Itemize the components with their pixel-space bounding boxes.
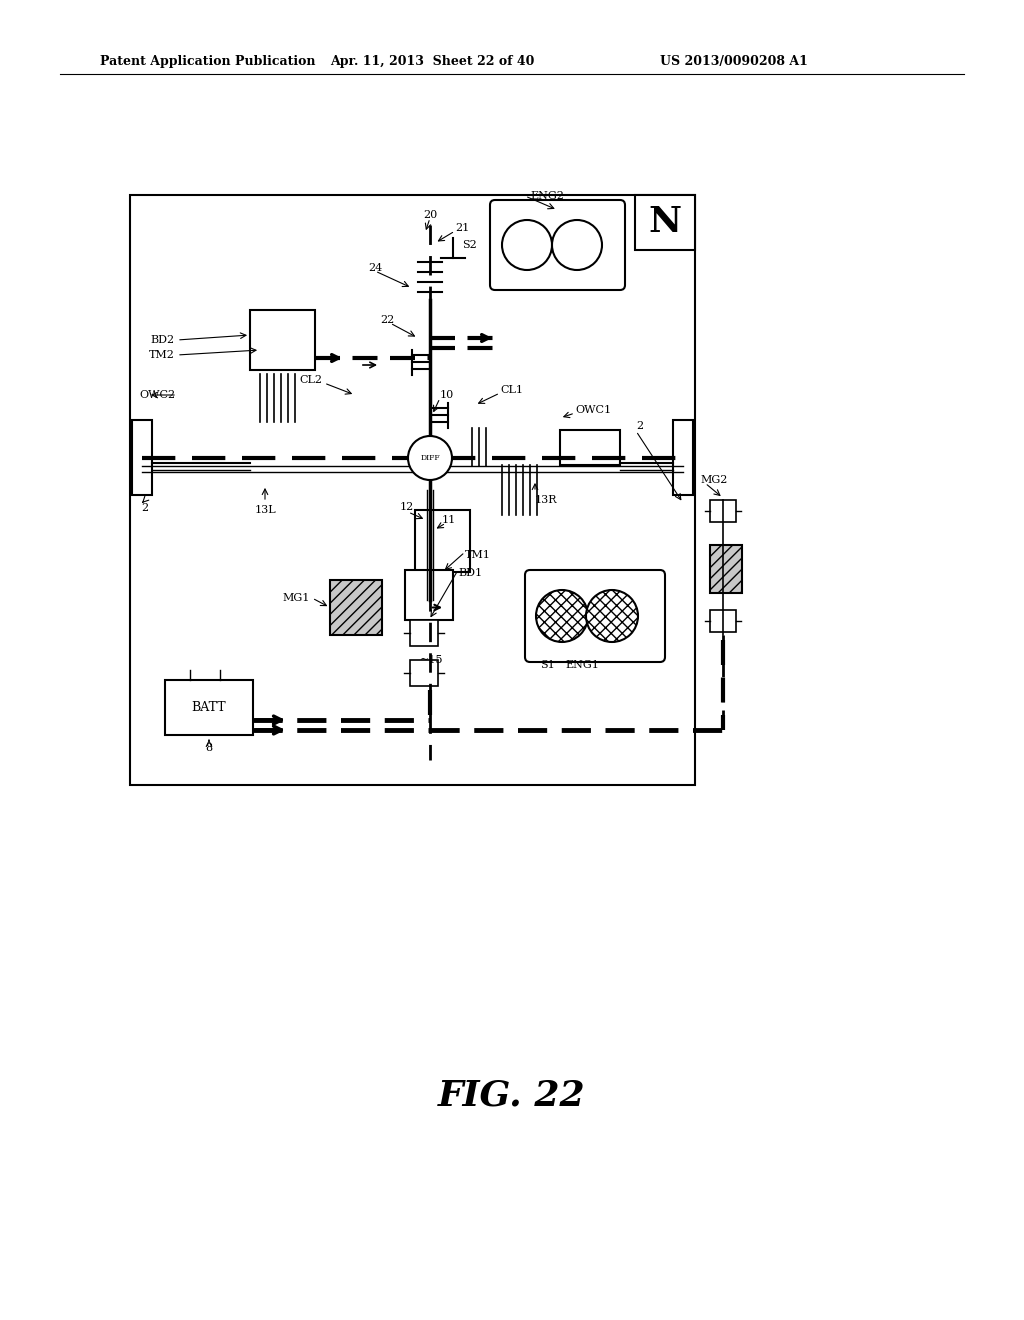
Text: MG2: MG2 [700,475,727,484]
Text: US 2013/0090208 A1: US 2013/0090208 A1 [660,55,808,69]
Text: Patent Application Publication: Patent Application Publication [100,55,315,69]
Bar [130,195,695,785]
Text: OWC1: OWC1 [575,405,611,414]
Bar [710,545,742,593]
Bar [250,310,315,370]
Bar [415,510,470,572]
FancyBboxPatch shape [525,570,665,663]
Text: N: N [648,206,682,239]
Text: BATT: BATT [191,701,226,714]
Text: 12: 12 [400,502,415,512]
Circle shape [552,220,602,271]
Text: Apr. 11, 2013  Sheet 22 of 40: Apr. 11, 2013 Sheet 22 of 40 [330,55,535,69]
Bar [330,579,382,635]
Bar [132,420,152,495]
Text: TM2: TM2 [150,350,175,360]
Text: OWC2: OWC2 [139,389,175,400]
Bar [165,680,253,735]
Text: ENG2: ENG2 [530,191,564,201]
Text: 21: 21 [455,223,469,234]
Text: S2: S2 [462,240,477,249]
Text: 13R: 13R [535,495,557,506]
Bar [410,620,438,645]
Text: ~15: ~15 [420,655,443,665]
Bar [406,570,453,620]
Text: ENG1: ENG1 [565,660,599,671]
Text: DIFF: DIFF [420,454,440,462]
Text: TM1: TM1 [465,550,490,560]
Bar [560,430,620,465]
Circle shape [502,220,552,271]
Circle shape [586,590,638,642]
Text: 13L: 13L [254,506,275,515]
Text: 11: 11 [442,515,457,525]
Circle shape [536,590,588,642]
Text: 10: 10 [440,389,455,400]
Circle shape [408,436,452,480]
Bar [635,195,695,249]
Text: FIG. 22: FIG. 22 [438,1078,586,1111]
Text: MG1: MG1 [283,593,310,603]
Bar [410,660,438,686]
Bar [673,420,693,495]
Bar [710,610,736,632]
Text: BD1: BD1 [458,568,482,578]
Text: 20: 20 [423,210,437,220]
Text: 2: 2 [636,421,643,432]
Text: 24: 24 [368,263,382,273]
Bar [710,500,736,521]
Text: 22: 22 [380,315,394,325]
Text: 8: 8 [206,743,213,752]
Text: BD2: BD2 [151,335,175,345]
Text: CL2: CL2 [299,375,322,385]
Text: S1: S1 [540,660,555,671]
Text: CL1: CL1 [500,385,523,395]
FancyBboxPatch shape [490,201,625,290]
Text: 2: 2 [141,503,148,513]
